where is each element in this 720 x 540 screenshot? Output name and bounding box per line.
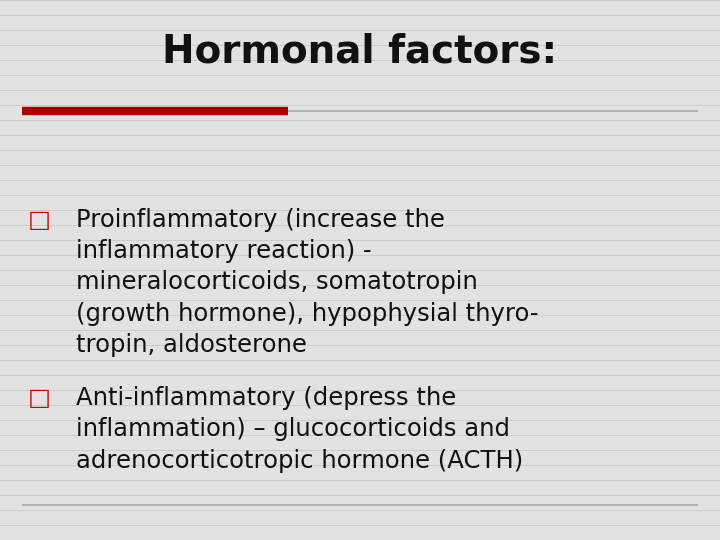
Text: Anti-inflammatory (depress the
inflammation) – glucocorticoids and
adrenocortico: Anti-inflammatory (depress the inflammat… <box>76 386 523 472</box>
Text: □: □ <box>28 208 51 232</box>
Text: Hormonal factors:: Hormonal factors: <box>163 32 557 70</box>
Text: Proinflammatory (increase the
inflammatory reaction) -
mineralocorticoids, somat: Proinflammatory (increase the inflammato… <box>76 208 538 357</box>
Text: □: □ <box>28 386 51 410</box>
